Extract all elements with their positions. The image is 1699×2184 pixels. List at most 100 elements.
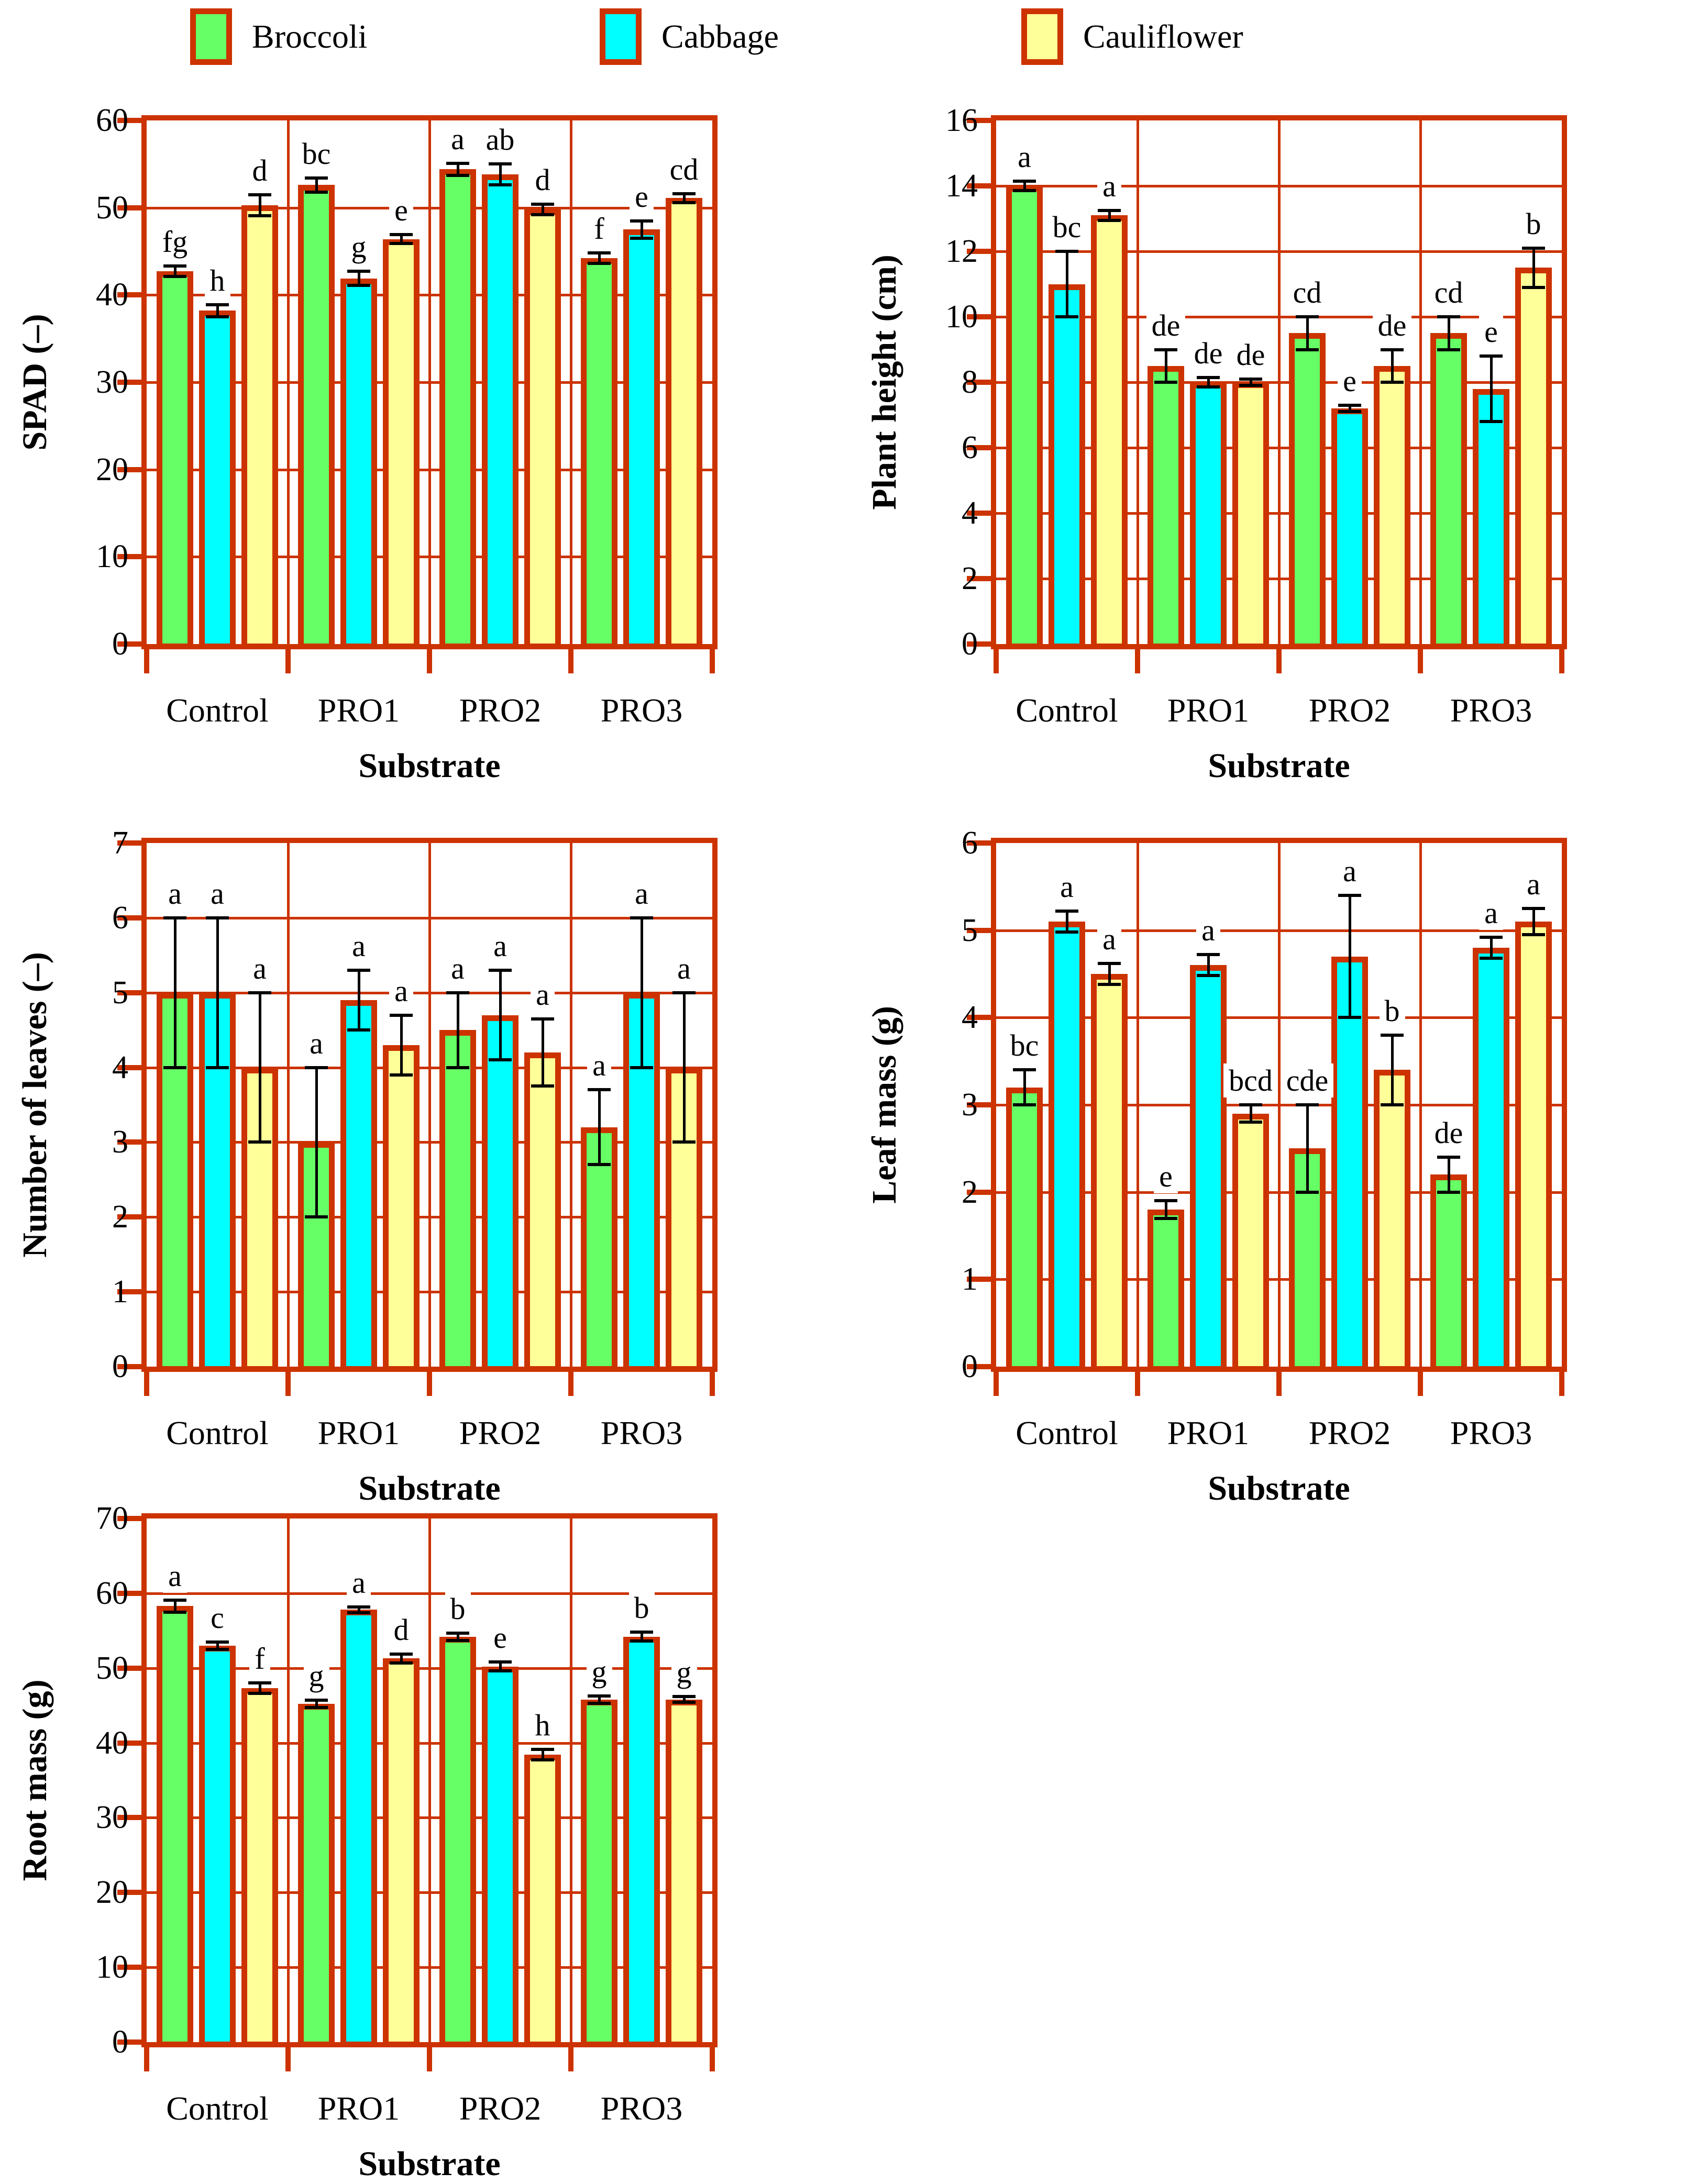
x-category-pro2: PRO2	[1308, 692, 1391, 729]
error-cap-top	[347, 270, 370, 273]
y-tick-8	[967, 380, 991, 385]
error-cap-top	[588, 1694, 611, 1698]
error-cap-top	[1296, 315, 1319, 318]
bar-leaf-mass-pro3-cauliflower	[1515, 922, 1552, 1372]
error-cap-top	[446, 1631, 469, 1635]
x-category-pro3: PRO3	[1450, 692, 1532, 729]
y-tick-5	[967, 927, 991, 933]
error-cap-bottom	[1296, 348, 1319, 351]
significance-letter: f	[202, 1642, 317, 1676]
significance-letter: a	[1292, 854, 1407, 888]
error-cap-top	[630, 1631, 653, 1634]
significance-letter: a	[160, 876, 275, 911]
plot-area-plant-height: Plant height (cm) 0 2 4 6 8 10 12 14 16 Control a bc…	[865, 103, 1567, 785]
x-category-control: Control	[166, 1414, 269, 1451]
error-cap-top	[1480, 354, 1503, 358]
y-tick-40	[117, 292, 141, 298]
error-bar	[499, 164, 502, 185]
significance-letter: a	[542, 1048, 657, 1083]
significance-letter: a	[344, 973, 459, 1008]
error-cap-top	[248, 193, 271, 196]
significance-letter-text: a	[630, 876, 654, 911]
significance-letter-text: a	[347, 1565, 371, 1600]
gridline-x-3	[1419, 120, 1422, 644]
error-cap-top	[1098, 962, 1121, 965]
significance-letter-text: fg	[157, 225, 193, 259]
gridline-x-3	[570, 120, 572, 644]
legend-label: Broccoli	[252, 18, 368, 55]
bar-spad-pro2-cabbage	[482, 174, 518, 649]
error-bar	[1490, 937, 1493, 958]
y-tick-1	[967, 1277, 991, 1282]
x-category-pro2: PRO2	[459, 2090, 542, 2127]
y-tick-20	[117, 1890, 141, 1895]
y-tick-label-14: 14	[945, 168, 978, 204]
error-bar	[541, 1018, 544, 1087]
x-category-pro1: PRO1	[317, 2090, 400, 2127]
gridline-x-2	[1278, 843, 1281, 1367]
y-axis-title-root-mass: Root mass (g)	[16, 1679, 54, 1881]
significance-letter-text: a	[163, 876, 187, 911]
gridline-x-2	[1278, 120, 1281, 644]
significance-letter-text: de	[1188, 336, 1228, 370]
y-tick-4	[117, 1065, 141, 1070]
plot-area-leaves: Number of leaves (–) 0 1 2 3 4 5 6 7 Control a a a PR…	[16, 825, 718, 1507]
error-bar	[541, 1749, 544, 1760]
error-cap-top	[588, 1088, 611, 1092]
plot-area-spad: SPAD (–) 0 10 20 30 40 50 60 Control fg h d PRO1 bc g e…	[16, 103, 718, 785]
x-tick-1	[285, 1372, 291, 1396]
y-tick-label-0: 0	[962, 1349, 978, 1384]
significance-letter: a	[400, 951, 515, 985]
y-tick-10	[967, 314, 991, 319]
gridline-x-3	[1419, 843, 1422, 1367]
error-cap-bottom	[305, 1706, 328, 1710]
significance-letter: cde	[1250, 1063, 1365, 1097]
error-cap-top	[672, 192, 696, 195]
y-tick-0	[967, 1364, 991, 1369]
y-tick-2	[967, 1189, 991, 1195]
error-bar	[1391, 1035, 1394, 1105]
error-cap-bottom	[1296, 1190, 1319, 1194]
y-tick-label-20: 20	[96, 1875, 128, 1911]
error-cap-bottom	[446, 1638, 469, 1642]
significance-letter: a	[1476, 867, 1591, 901]
error-bar	[315, 1067, 318, 1217]
error-bar	[1249, 379, 1252, 386]
bar-spad-pro3-cabbage	[623, 229, 660, 649]
legend-label: Cabbage	[661, 18, 779, 55]
y-tick-0	[967, 641, 991, 647]
error-bar	[1532, 248, 1535, 287]
significance-letter: de	[1334, 308, 1450, 342]
y-tick-label-10: 10	[945, 299, 978, 335]
error-cap-top	[1197, 375, 1220, 379]
error-cap-top	[630, 916, 653, 919]
significance-letter-text: cd	[1429, 275, 1469, 309]
gridline-x-3	[570, 843, 572, 1367]
bar-spad-pro1-cabbage	[340, 278, 377, 649]
y-tick-label-5: 5	[112, 974, 128, 1011]
error-cap-bottom	[1480, 957, 1503, 960]
significance-letter: a	[1052, 169, 1167, 203]
error-bar	[258, 992, 261, 1143]
bar-spad-pro2-cauliflower	[524, 209, 561, 649]
significance-letter-text: d	[247, 153, 273, 187]
x-category-pro3: PRO3	[600, 692, 683, 729]
significance-letter-text: e	[488, 1621, 512, 1655]
error-bar	[315, 178, 318, 192]
error-cap-bottom	[1480, 420, 1503, 423]
x-category-pro1: PRO1	[1167, 692, 1250, 729]
error-cap-bottom	[588, 262, 611, 265]
y-tick-label-8: 8	[962, 364, 978, 400]
error-bar	[1490, 356, 1493, 422]
bar-root-mass-pro2-cauliflower	[524, 1755, 561, 2047]
significance-letter-text: a	[347, 928, 371, 963]
significance-letter-text: a	[446, 121, 470, 156]
error-cap-bottom	[206, 1648, 229, 1651]
error-cap-bottom	[347, 1028, 370, 1032]
error-cap-bottom	[531, 1758, 554, 1762]
significance-letter-text: a	[1055, 870, 1079, 904]
error-cap-top	[630, 219, 653, 223]
error-cap-top	[446, 161, 469, 165]
significance-letter: bcd	[1193, 1063, 1308, 1097]
y-tick-0	[117, 641, 141, 647]
